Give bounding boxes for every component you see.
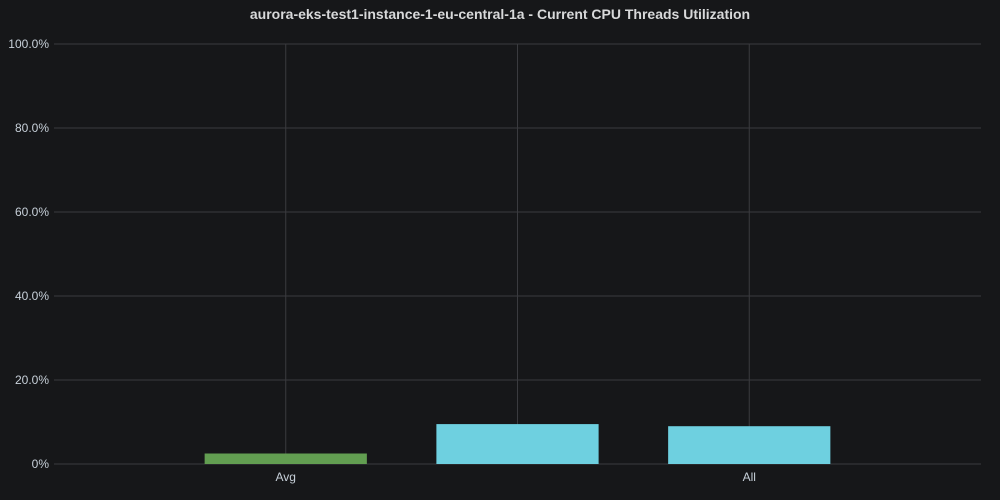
y-tick-label: 60.0% (15, 205, 49, 219)
x-tick-label: Avg (276, 470, 296, 484)
bar-series (204, 424, 831, 465)
x-tick-label: All (743, 470, 756, 484)
grid-lines (54, 43, 981, 465)
panel-title: aurora-eks-test1-instance-1-eu-central-1… (249, 6, 751, 22)
y-tick-label: 20.0% (15, 373, 49, 387)
y-tick-label: 40.0% (15, 289, 49, 303)
x-axis: Avg All (276, 470, 756, 484)
y-tick-label: 0% (32, 457, 50, 471)
bar-unlabeled[interactable] (436, 424, 599, 464)
y-tick-label: 80.0% (15, 121, 49, 135)
y-axis: 0% 20.0% 40.0% 60.0% 80.0% 100.0% (8, 37, 49, 471)
y-tick-label: 100.0% (8, 37, 49, 51)
bar-avg[interactable] (204, 453, 367, 465)
bar-all[interactable] (668, 426, 831, 464)
